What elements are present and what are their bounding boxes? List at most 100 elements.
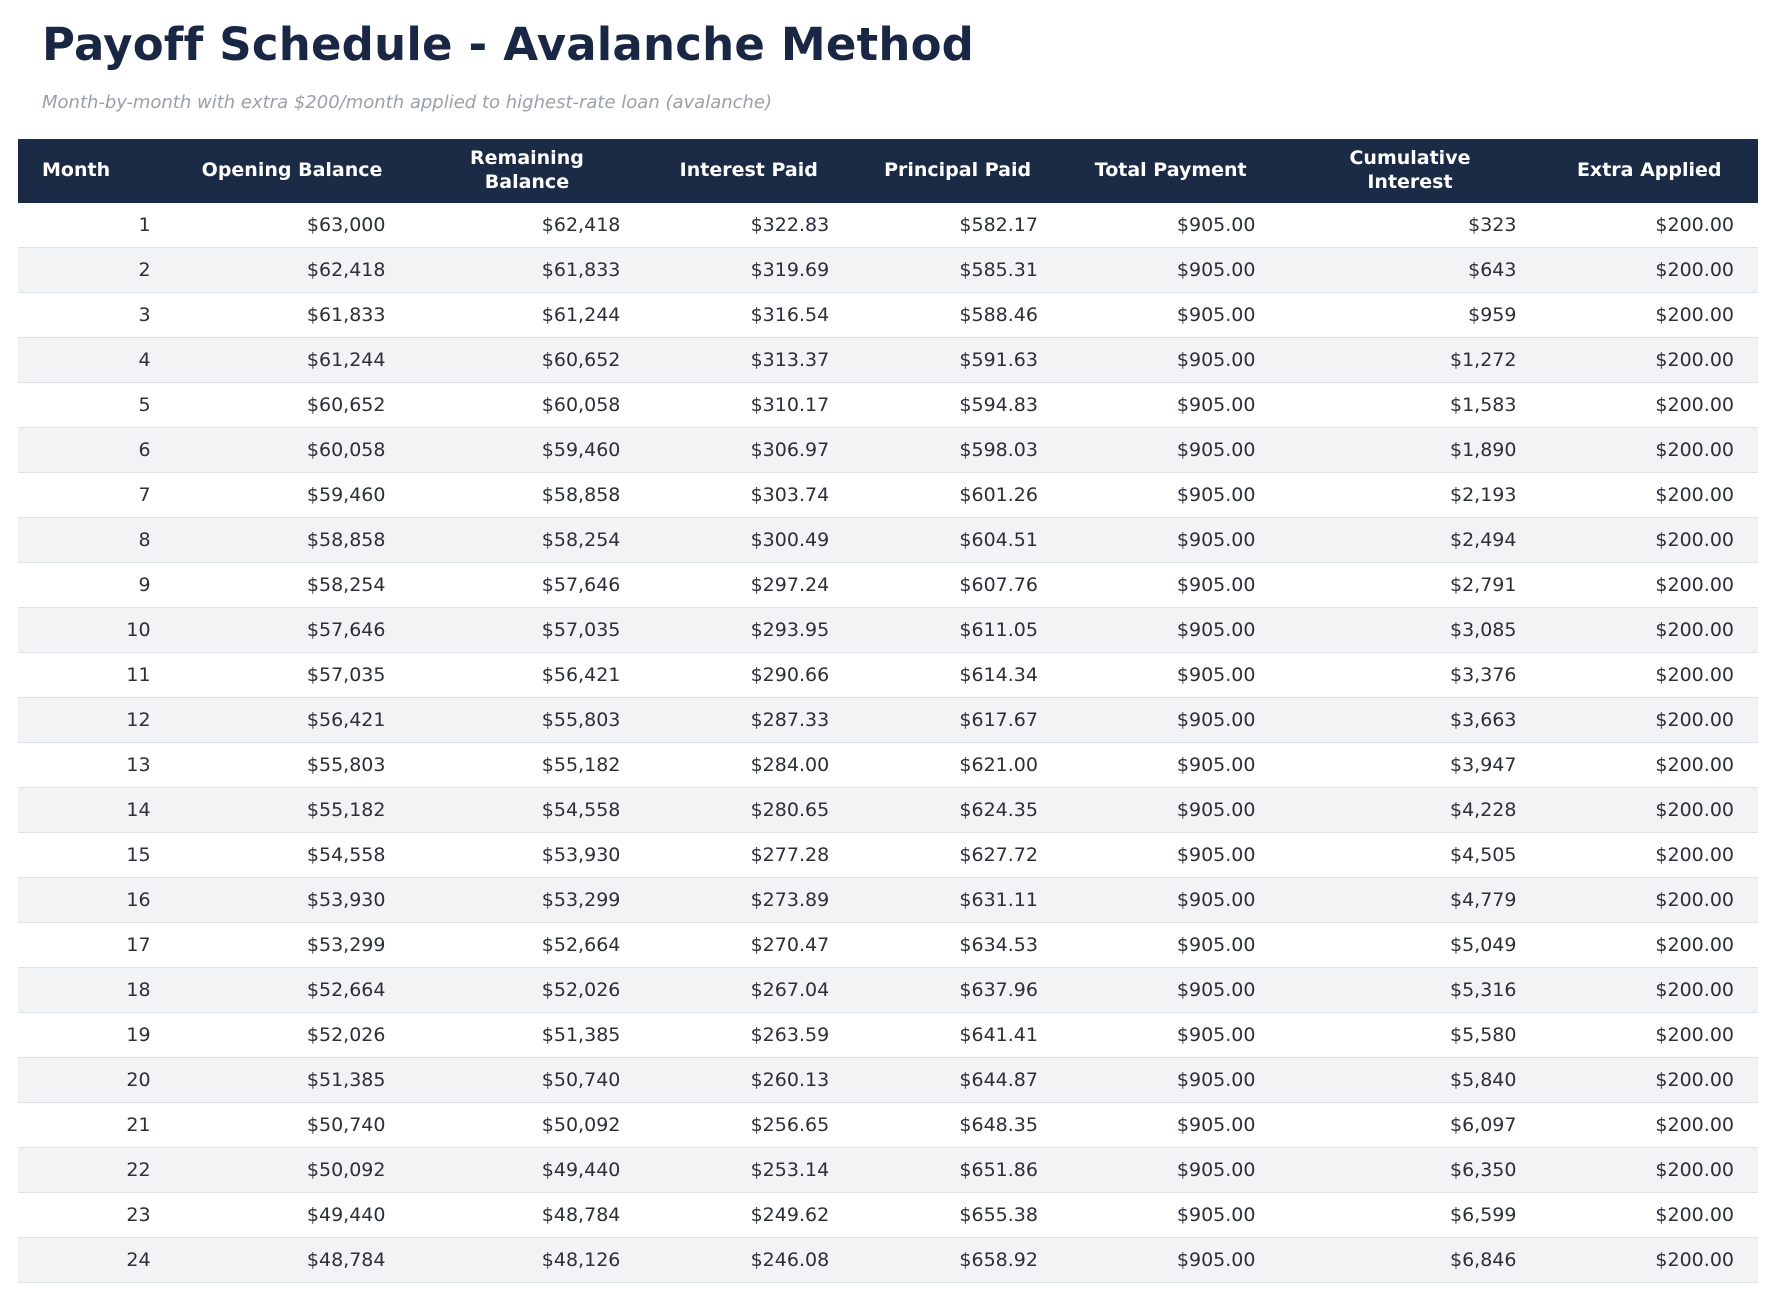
cell-opening-balance: $61,833 [174,292,410,338]
cell-remaining-balance: $51,385 [409,1012,645,1058]
cell-extra-applied: $200.00 [1540,292,1758,338]
cell-month: 2 [18,247,175,293]
cell-principal-paid: $585.31 [853,247,1062,293]
column-header-label: Extra Applied [1576,159,1722,182]
table-header: Month Opening Balance Remaining Balance Int… [18,139,1758,203]
cell-total-payment: $905.00 [1176,214,1256,236]
page-subtitle: Month-by-month with extra $200/month app… [42,92,773,113]
cell-remaining-balance: $60,058 [409,382,645,428]
cell-cumulative-interest: $5,316 [1279,967,1541,1013]
cell-interest-paid: $267.04 [644,967,854,1013]
cell-total-payment: $905.00 [1061,562,1280,608]
cell-principal-paid: $634.53 [853,922,1062,968]
cell-cumulative-interest: $6,599 [1279,1192,1541,1238]
cell-opening-balance: $59,460 [174,472,410,518]
cell-month: 22 [18,1147,175,1193]
cell-interest-paid: $256.65 [644,1102,854,1148]
cell-cumulative-interest: $3,947 [1279,742,1541,788]
cell-month: 14 [18,787,175,833]
cell-month: 7 [18,472,175,518]
cell-interest-paid: $284.00 [644,742,854,788]
cell-opening-balance: $58,858 [174,517,410,563]
cell-month: 24 [18,1237,175,1283]
cell-principal-paid: $637.96 [853,967,1062,1013]
cell-remaining-balance: $49,440 [409,1147,645,1193]
cell-interest-paid: $303.74 [644,472,854,518]
cell-remaining-balance: $50,740 [409,1057,645,1103]
column-header-remaining-balance: Remaining Balance [409,139,645,203]
table-row: 24 $48,784 $48,126 $246.08 $658.92 $905.00 $6,… [18,1237,1758,1283]
table-row: 9 $58,254 $57,646 $297.24 $607.76 $905.00 $2,7… [18,562,1758,608]
cell-month: 17 [18,922,175,968]
table-header-row: Month Opening Balance Remaining Balance Int… [18,139,1758,203]
cell-total-payment: $905.00 [1061,652,1280,698]
cell-total-payment: $905.00 [1061,382,1280,428]
column-header-label: Interest Paid [679,159,818,182]
cell-opening-balance: $58,254 [174,562,410,608]
table-row: 15 $54,558 $53,930 $277.28 $627.72 $905.00 $4,… [18,832,1758,878]
cell-cumulative-interest: $6,350 [1279,1147,1541,1193]
cell-opening-balance: $53,930 [174,877,410,923]
cell-extra-applied: $200.00 [1540,427,1758,473]
column-header-label: Remaining Balance [470,147,584,193]
cell-total-payment: $905.00 [1061,832,1280,878]
cell-total-payment: $905.00 [1061,922,1280,968]
cell-interest-paid: $287.33 [644,697,854,743]
cell-total-payment: $905.00 [1061,1102,1280,1148]
cell-opening-balance: $55,182 [174,787,410,833]
cell-remaining-balance: $52,664 [409,922,645,968]
cell-opening-balance: $55,803 [174,742,410,788]
cell-remaining-balance: $53,930 [409,832,645,878]
table-row: 5 $60,652 $60,058 $310.17 $594.83 $905.00 $1,5… [18,382,1758,428]
cell-opening-balance: $62,418 [174,247,410,293]
table-row: 3 $61,833 $61,244 $316.54 $588.46 $905.00 $959… [18,292,1758,338]
cell-extra-applied: $200.00 [1540,832,1758,878]
cell-total-payment: $905.00 [1061,517,1280,563]
cell-month: 11 [18,652,175,698]
cell-remaining-balance: $48,126 [409,1237,645,1283]
cell-remaining-balance: $58,254 [409,517,645,563]
cell-month: 12 [18,697,175,743]
cell-total-payment: $905.00 [1061,1192,1280,1238]
cell-principal-paid: $651.86 [853,1147,1062,1193]
cell-extra-applied: $200.00 [1540,562,1758,608]
cell-opening-balance: $50,092 [174,1147,410,1193]
cell-interest-paid: $246.08 [644,1237,854,1283]
cell-principal-paid: $594.83 [853,382,1062,428]
cell-opening-balance: $50,740 [174,1102,410,1148]
cell-cumulative-interest: $6,097 [1279,1102,1541,1148]
cell-cumulative-interest: $5,580 [1279,1012,1541,1058]
column-header-label: Principal Paid [884,159,1032,182]
table-row: 2 $62,418 $61,833 $319.69 $585.31 $905.00 $643… [18,247,1758,293]
cell-total-payment: $905.00 [1061,1057,1280,1103]
cell-cumulative-interest: $2,791 [1279,562,1541,608]
cell-month: 13 [18,742,175,788]
cell-opening-balance: $54,558 [174,832,410,878]
cell-total-payment: $905.00 [1061,697,1280,743]
cell-extra-applied: $200.00 [1540,652,1758,698]
cell-extra-applied: $200.00 [1540,1192,1758,1238]
cell-interest-paid: $293.95 [644,607,854,653]
table-body: 1 $63,000 $62,418 $322.83 $582.17 $905.00 $323… [18,203,1758,1283]
cell-remaining-balance: $48,784 [409,1192,645,1238]
cell-total-payment: $905.00 [1061,427,1280,473]
cell-principal-paid: $617.67 [853,697,1062,743]
cell-month: 18 [18,967,175,1013]
table-row: 11 $57,035 $56,421 $290.66 $614.34 $905.00 $3,… [18,652,1758,698]
cell-opening-balance: $48,784 [174,1237,410,1283]
cell-principal-paid: $624.35 [853,787,1062,833]
cell-interest-paid: $319.69 [644,247,854,293]
cell-interest-paid: $306.97 [644,427,854,473]
cell-principal-paid: $641.41 [853,1012,1062,1058]
column-header-total-payment: Total Payment [1061,139,1280,203]
cell-month: 3 [18,292,175,338]
cell-remaining-balance: $52,026 [409,967,645,1013]
cell-interest-paid: $310.17 [644,382,854,428]
table-row: 1 $63,000 $62,418 $322.83 $582.17 $905.00 $323… [18,203,1758,248]
cell-interest-paid: $300.49 [644,517,854,563]
column-header-interest-paid: Interest Paid [644,139,854,203]
cell-cumulative-interest: $1,272 [1279,337,1541,383]
cell-interest-paid: $316.54 [644,292,854,338]
cell-month: 6 [18,427,175,473]
